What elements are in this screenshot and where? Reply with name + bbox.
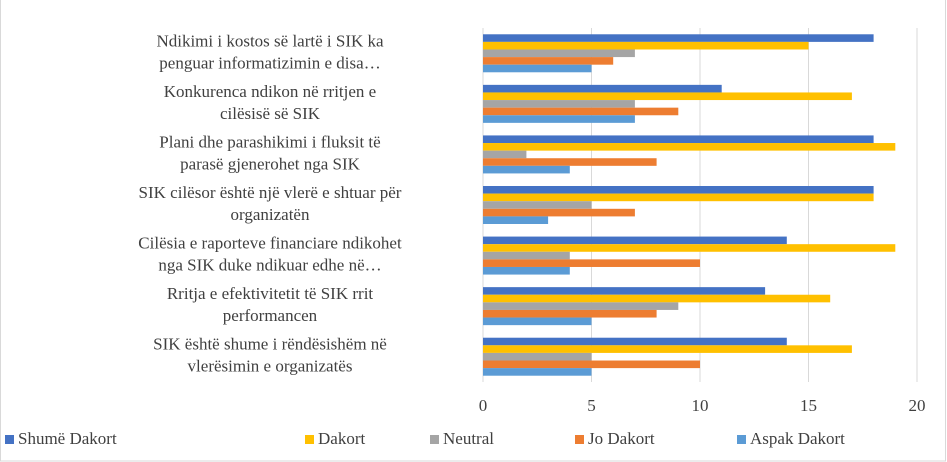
bar [483,294,831,303]
bar [483,208,635,217]
legend-label: Dakort [318,429,365,448]
bar [483,135,874,144]
bar [483,186,874,194]
bar [483,345,852,353]
x-tick-label: 10 [692,396,709,415]
x-tick-label: 5 [587,396,596,415]
bar [483,143,896,151]
y-tick-label: Rritja e efektivitetit të SIK rrit perfor… [167,284,374,325]
y-tick-label: Konkurenca ndikon në rritjen e cilësisë s… [164,82,376,123]
x-tick-label: 15 [800,396,817,415]
bar [483,34,874,42]
x-tick-label: 20 [909,396,926,415]
bar [483,64,592,73]
legend-label: Jo Dakort [588,429,655,448]
legend-label: Shumë Dakort [18,429,117,448]
bar [483,259,700,267]
y-tick-label: Plani dhe parashikimi i fluksit të parasë… [159,132,380,173]
bar [483,317,592,326]
y-tick-label: SIK është shume i rëndësishëm në vlerësim… [153,335,387,376]
bar [483,158,657,166]
bar [483,302,679,310]
bar [483,41,809,50]
bar [483,337,787,346]
y-tick-label: Cilësia e raporteve financiare ndikohet n… [138,233,402,274]
bar [483,193,874,202]
bar [483,236,787,245]
legend-swatch [575,435,584,444]
bar [483,352,592,361]
bar [483,165,570,174]
bar [483,287,766,295]
bar [483,150,527,159]
y-tick-label: SIK cilësor është një vlerë e shtuar për… [139,183,402,224]
bar [483,107,679,116]
bar [483,251,570,260]
bar [483,92,852,101]
legend-swatch [430,435,439,444]
bar [483,115,635,123]
x-tick-label: 0 [479,396,488,415]
bar [483,216,549,224]
legend-swatch [305,435,314,444]
bar [483,244,896,252]
bar [483,49,635,58]
bar [483,201,592,209]
legend-label: Neutral [443,429,494,448]
y-tick-label: Ndikimi i kostos së lartë i SIK ka pengua… [156,31,384,72]
bar [483,266,570,275]
bar [483,368,592,376]
bar [483,100,635,108]
bar [483,309,657,318]
bar [483,360,700,369]
bar [483,84,722,93]
legend-swatch [737,435,746,444]
bar [483,57,614,65]
legend-label: Aspak Dakort [750,429,845,448]
legend-swatch [5,435,14,444]
